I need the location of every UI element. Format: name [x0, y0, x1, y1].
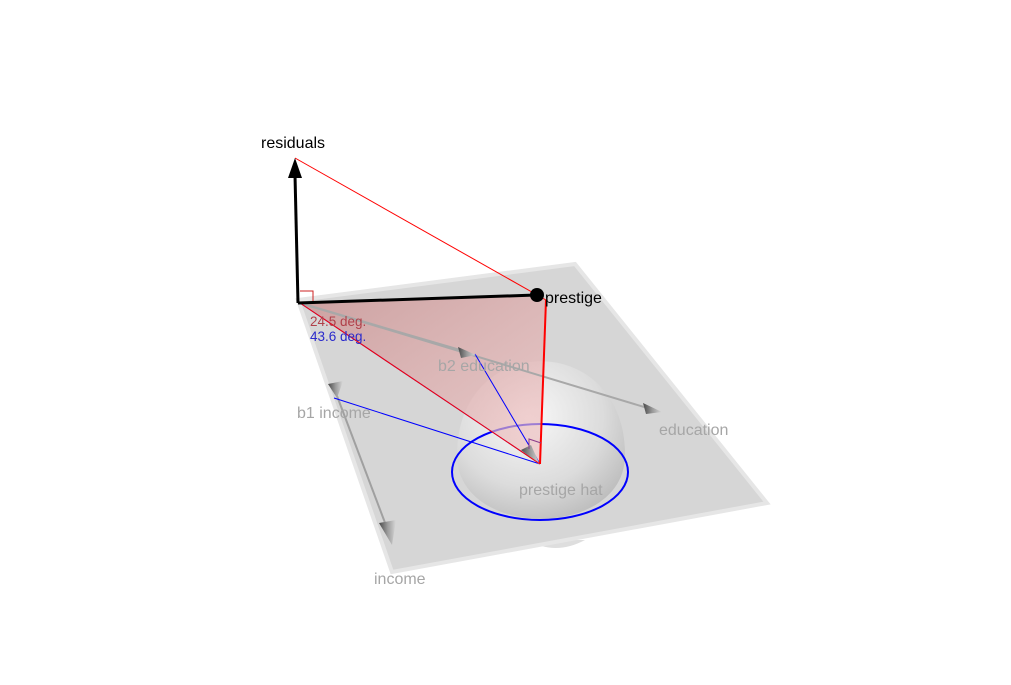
b2-education-line	[299, 302, 468, 353]
angle-red-line	[299, 302, 541, 465]
right-angle-marker-origin	[300, 290, 314, 302]
b1-income-blue-line	[333, 397, 541, 465]
b2-education-label: b2 education	[438, 358, 530, 375]
residuals-arrowhead	[288, 158, 302, 178]
b1-income-label: b1 income	[297, 405, 371, 422]
b2-education-cone	[458, 347, 476, 358]
angle-red-label: 24.5 deg.	[310, 314, 366, 329]
income-axis-line	[333, 387, 388, 529]
prestige-label: prestige	[545, 290, 602, 307]
income-axis-cone	[379, 520, 396, 545]
education-label: education	[659, 422, 728, 439]
angle-wedge-red	[300, 296, 546, 464]
prestige-point	[530, 288, 544, 302]
right-angle-marker-hat	[528, 438, 542, 449]
residuals-vector	[293, 174, 300, 304]
prestige-hat-label: prestige hat	[519, 482, 603, 499]
residuals-label: residuals	[261, 135, 325, 152]
angle-blue-label: 43.6 deg.	[310, 329, 366, 344]
prestige-hat-cone	[521, 445, 540, 465]
education-axis-cone	[643, 403, 662, 414]
residual-red-line	[294, 157, 547, 301]
b1-income-cone	[328, 381, 343, 398]
prestige-to-hat-red-line	[539, 299, 547, 465]
prestige-vector	[297, 293, 537, 305]
income-label: income	[374, 571, 426, 588]
